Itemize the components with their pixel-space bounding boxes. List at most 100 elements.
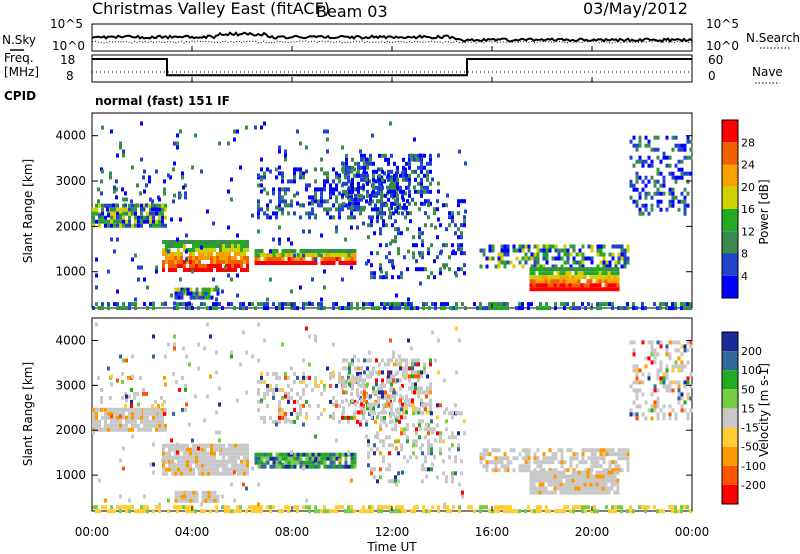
heatmap-cell [580,482,584,487]
heatmap-cell [182,289,185,294]
heatmap-cell [445,243,448,248]
heatmap-cell [586,478,590,483]
heatmap-cell [398,203,401,208]
heatmap-cell [589,283,593,288]
heatmap-cell [662,372,666,377]
heatmap-cell [213,260,216,264]
heatmap-cell [198,443,201,448]
heatmap-cell [149,219,152,224]
heatmap-cell [363,161,366,166]
heatmap-cell [596,448,600,453]
heatmap-cell [390,382,393,387]
heatmap-cell [341,193,344,198]
colorbar-segment [722,142,738,165]
heatmap-cell [293,167,296,172]
heatmap-cell [572,452,576,457]
heatmap-cell [314,179,317,184]
heatmap-cell [388,215,391,220]
heatmap-cell [556,470,560,475]
heatmap-cell [107,203,110,208]
heatmap-cell [683,187,687,192]
heatmap-cell [254,257,258,261]
heatmap-cell [602,244,606,249]
heatmap-cell [338,419,341,424]
heatmap-cell [332,464,336,469]
heatmap-cell [342,169,345,174]
heatmap-cell [381,169,384,174]
heatmap-cell [293,379,296,384]
heatmap-cell [656,352,660,357]
heatmap-cell [323,187,326,192]
heatmap-cell [359,383,362,388]
heatmap-cell [539,464,543,469]
heatmap-cell [590,244,594,249]
heatmap-cell [372,173,375,178]
heatmap-cell [299,452,303,457]
heatmap-cell [562,271,566,276]
heatmap-cell [408,165,411,170]
heatmap-cell [341,452,345,457]
heatmap-cell [574,283,578,288]
heatmap-cell [671,364,675,369]
heatmap-cell [568,474,572,479]
heatmap-cell [589,287,593,292]
heatmap-cell [491,244,495,249]
heatmap-cell [162,248,165,252]
heatmap-cell [113,302,116,307]
heatmap-cell [287,464,291,469]
heatmap-cell [429,181,432,186]
heatmap-cell [323,249,327,253]
heatmap-cell [210,240,213,244]
heatmap-cell [269,215,272,220]
heatmap-cell [107,415,110,420]
heatmap-cell [629,139,633,144]
heatmap-cell [677,143,681,148]
heatmap-cell [225,248,228,252]
heatmap-cell [110,215,113,220]
heatmap-cell [240,268,243,272]
heatmap-cell [209,334,212,339]
heatmap-cell [632,135,636,140]
heatmap-cell [650,360,654,365]
heatmap-cell [527,452,531,457]
heatmap-cell [240,471,243,476]
heatmap-cell [390,406,393,411]
heatmap-cell [550,474,554,479]
heatmap-cell [257,207,260,212]
heatmap-cell [590,456,594,461]
heatmap-cell [210,455,213,460]
heatmap-cell [635,175,639,180]
heatmap-cell [266,456,270,461]
heatmap-cell [410,157,413,162]
heatmap-cell [387,362,390,367]
heatmap-cell [308,229,311,234]
heatmap-cell [388,443,391,448]
heatmap-cell [394,423,397,428]
heatmap-cell [198,264,201,268]
heatmap-cell [580,478,584,483]
heatmap-cell [284,149,287,154]
heatmap-cell [605,448,609,453]
figure-title: Christmas Valley East (fitACF) [92,0,330,18]
heatmap-cell [408,378,411,383]
heatmap-cell [201,252,204,256]
heatmap-cell [338,379,341,384]
heatmap-cell [574,474,578,479]
heatmap-cell [287,505,290,510]
colorbar-tick: 8 [741,248,748,261]
heatmap-cell [168,451,171,456]
heatmap-cell [674,163,678,168]
heatmap-cell [296,129,299,134]
heatmap-cell [524,448,528,453]
heatmap-cell [176,442,179,447]
heatmap-cell [107,366,110,371]
heatmap-cell [128,415,131,420]
heatmap-cell [363,205,366,210]
heatmap-cell [278,149,281,154]
heatmap-cell [257,183,260,188]
heatmap-cell [201,455,204,460]
heatmap-cell [461,490,464,495]
heatmap-cell [92,211,95,216]
heatmap-cell [275,387,278,392]
